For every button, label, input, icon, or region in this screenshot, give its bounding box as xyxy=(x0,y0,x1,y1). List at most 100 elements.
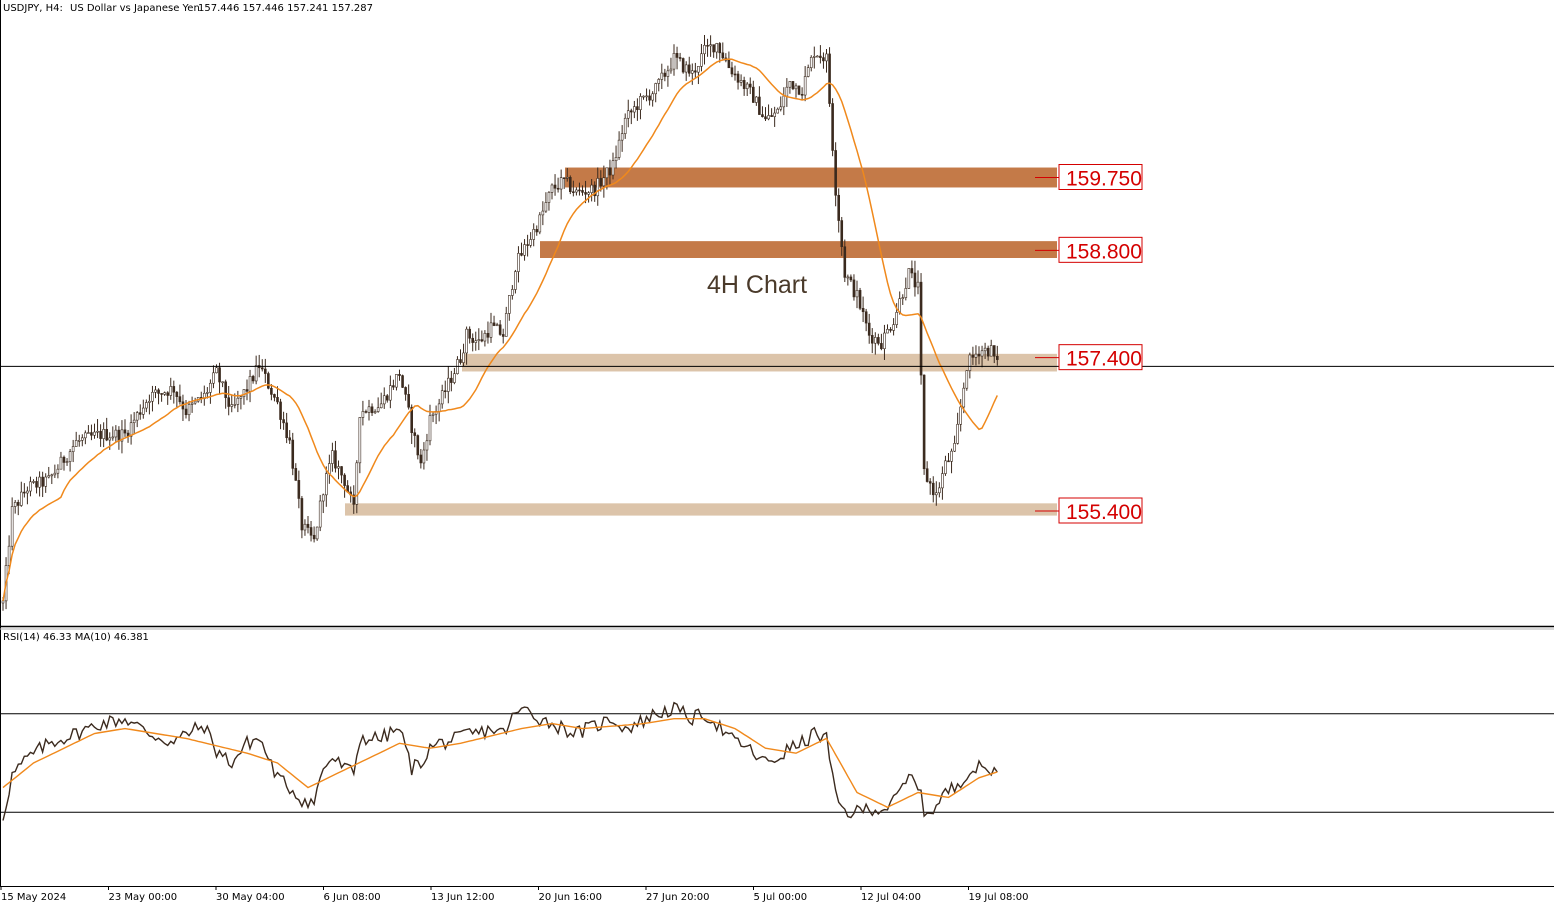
candle-body xyxy=(501,334,505,337)
candle-body xyxy=(623,117,627,134)
candle-body xyxy=(526,244,529,246)
candle-body xyxy=(495,324,499,327)
candle-body xyxy=(822,57,825,62)
candle-body xyxy=(794,85,798,90)
candle-body xyxy=(892,324,895,331)
candle-body xyxy=(742,80,746,89)
candle-body xyxy=(410,406,414,433)
candle-body xyxy=(532,229,536,240)
candle-body xyxy=(267,373,270,389)
level-label-box-158.800 xyxy=(1058,236,1143,263)
candle-body xyxy=(803,76,807,96)
candle-body xyxy=(385,395,389,401)
candle-body xyxy=(285,422,288,439)
candle-body xyxy=(245,389,249,392)
candle-body xyxy=(880,343,883,350)
candle-body xyxy=(428,415,432,442)
candlestick-series xyxy=(1,34,999,611)
candle-body xyxy=(154,389,157,393)
price-zones xyxy=(345,167,1057,516)
candle-body xyxy=(419,454,423,464)
candle-body xyxy=(392,385,395,388)
candle-body xyxy=(56,468,60,474)
candle-body xyxy=(35,481,38,488)
candle-body xyxy=(995,355,999,360)
candle-body xyxy=(47,475,51,478)
price-level-labels: 159.750 158.800 157.400 155.400 xyxy=(1035,164,1143,524)
x-tick-label: 30 May 04:00 xyxy=(216,892,285,903)
rsi-line xyxy=(2,701,998,821)
candle-body xyxy=(459,359,462,363)
candle-body xyxy=(773,112,776,117)
candle-body xyxy=(129,422,133,437)
candle-body xyxy=(19,491,23,506)
candle-body xyxy=(446,377,450,392)
candle-body xyxy=(114,429,118,438)
candle-body xyxy=(62,456,66,463)
candle-body xyxy=(291,439,295,469)
candle-body xyxy=(825,53,828,62)
level-label-158.800: 158.800 xyxy=(1066,240,1142,263)
candle-body xyxy=(145,402,148,409)
candle-body xyxy=(617,139,621,158)
candle-body xyxy=(288,437,292,441)
candle-body xyxy=(913,272,917,288)
candle-body xyxy=(376,407,380,412)
time-axis: 15 May 2024 23 May 00:00 30 May 04:00 6 Jun… xyxy=(0,886,1028,903)
x-tick-label: 27 Jun 20:00 xyxy=(646,892,710,903)
candle-body xyxy=(739,80,743,83)
candle-body xyxy=(541,210,545,216)
candle-body xyxy=(745,83,749,89)
candle-body xyxy=(971,354,975,358)
candle-body xyxy=(806,67,810,77)
candle-body xyxy=(636,106,639,110)
candle-body xyxy=(477,339,481,342)
candle-body xyxy=(355,462,359,505)
candle-body xyxy=(84,432,87,439)
chart-header-symbol: USDJPY, H4: xyxy=(3,3,63,14)
candle-body xyxy=(1,600,5,604)
candle-body xyxy=(483,332,487,342)
candle-body xyxy=(163,392,166,395)
x-tick-label: 23 May 00:00 xyxy=(109,892,178,903)
candle-body xyxy=(834,150,837,196)
candle-body xyxy=(657,79,661,84)
candle-body xyxy=(218,367,221,383)
candle-body xyxy=(26,490,29,494)
candle-body xyxy=(462,352,465,363)
candle-body xyxy=(642,95,645,98)
candle-body xyxy=(233,404,237,406)
candle-body xyxy=(215,367,218,374)
candle-body xyxy=(251,376,255,382)
candle-body xyxy=(828,53,831,104)
candle-body xyxy=(68,451,72,462)
candle-body xyxy=(315,526,319,540)
candle-body xyxy=(648,95,651,101)
candle-body xyxy=(379,403,383,409)
candle-body xyxy=(721,52,725,59)
candle-body xyxy=(471,337,475,343)
candle-body xyxy=(989,345,993,357)
candle-body xyxy=(584,192,587,195)
candle-body xyxy=(90,432,93,436)
candle-body xyxy=(367,406,371,413)
candle-body xyxy=(983,347,987,352)
candle-body xyxy=(29,481,32,492)
candle-body xyxy=(797,85,801,95)
candle-body xyxy=(81,437,84,441)
candle-body xyxy=(602,177,606,187)
candle-body xyxy=(523,244,526,256)
candle-body xyxy=(492,322,496,326)
candle-body xyxy=(639,96,642,110)
candle-body xyxy=(953,443,956,452)
candle-body xyxy=(300,498,304,531)
candle-body xyxy=(812,56,816,58)
candle-body xyxy=(248,376,252,392)
candle-body xyxy=(270,387,273,395)
candle-body xyxy=(529,239,532,246)
candle-body xyxy=(931,482,935,496)
candle-body xyxy=(239,396,243,399)
candle-body xyxy=(572,191,575,193)
candle-body xyxy=(236,397,240,405)
candle-body xyxy=(99,430,102,439)
